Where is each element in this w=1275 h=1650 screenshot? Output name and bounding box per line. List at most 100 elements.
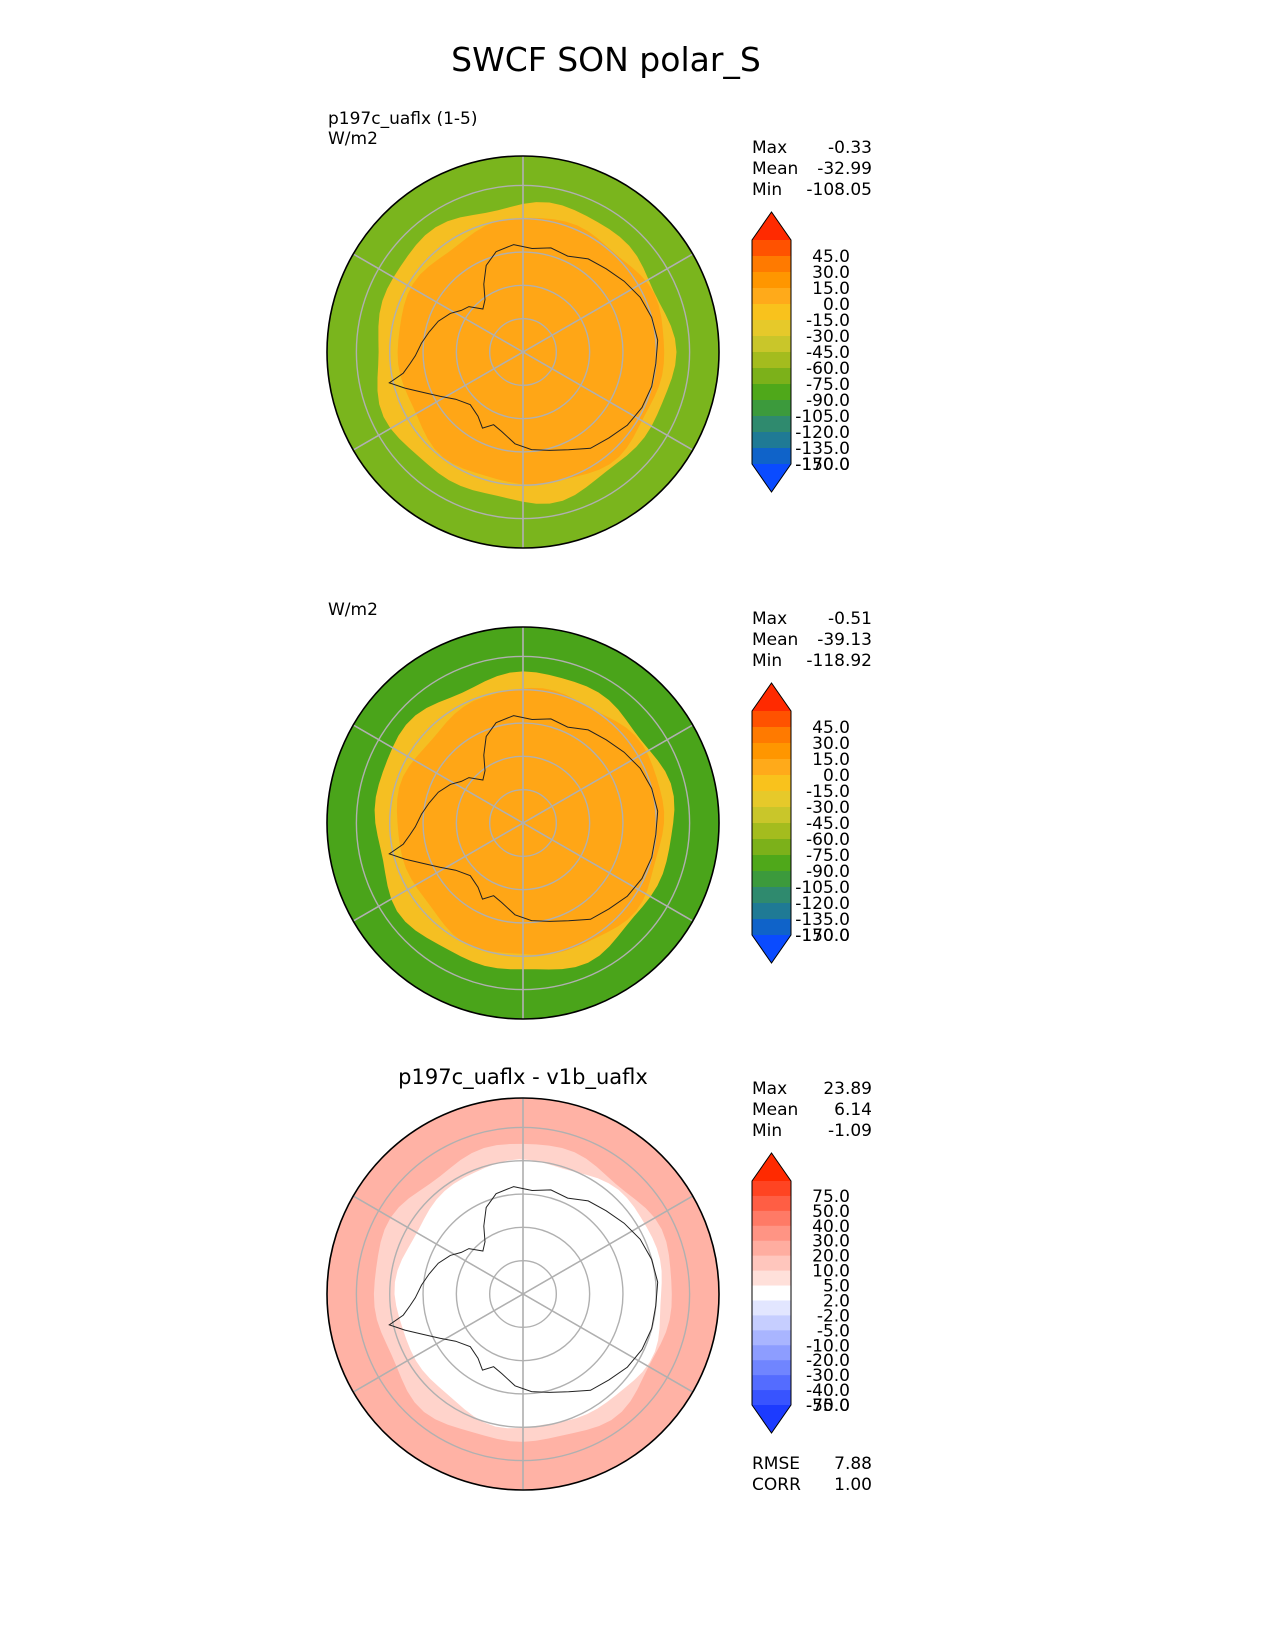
colorbar-segment: [752, 887, 791, 904]
colorbar-tick-label: -45.0: [806, 814, 850, 834]
longitude-line: [352, 253, 694, 451]
stat-label: Min: [752, 180, 782, 200]
colorbar-segment: [752, 1255, 791, 1272]
colorbar-segment: [752, 384, 791, 401]
stat-value: -0.51: [828, 609, 872, 629]
colorbar-tick-label: -170.0: [795, 455, 850, 475]
colorbar-tick-label: 30.0: [812, 734, 850, 754]
colorbar-tick-label: -120.0: [795, 894, 850, 914]
colorbar-extend-top: [752, 212, 791, 240]
stat-label: Min: [752, 1121, 782, 1141]
colorbar-tick-label: -150.0: [795, 455, 850, 475]
stat-value: -0.33: [828, 138, 872, 158]
map-border: [326, 1097, 720, 1491]
stat-label: Mean: [752, 159, 798, 179]
colorbar-tick-label: -10.0: [806, 1336, 850, 1356]
colorbar-tick-label: 5.0: [823, 1277, 850, 1297]
colorbar-tick-label: -135.0: [795, 439, 850, 459]
colorbar-segment: [752, 1330, 791, 1346]
map-border: [326, 155, 720, 549]
colorbar-tick-label: -150.0: [795, 926, 850, 946]
panel-2: W/m2 Max -0.51 Mean -39.13 Min -118.92 45.030.0…: [326, 600, 872, 1020]
colorbar-segment: [752, 304, 791, 321]
extra-stat-value: 1.00: [834, 1475, 872, 1495]
colorbar-tick-label: -15.0: [806, 782, 850, 802]
colorbar-segment: [752, 256, 791, 273]
colorbar-segment: [752, 1181, 791, 1197]
stat-label: Mean: [752, 630, 798, 650]
colorbar-tick-label: 15.0: [812, 750, 850, 770]
colorbar-segment: [752, 743, 791, 760]
colorbar-tick-label: -30.0: [806, 1366, 850, 1386]
polar-map: [327, 1098, 719, 1490]
colorbar-tick-label: 40.0: [812, 1217, 850, 1237]
colorbar-segment: [752, 1300, 791, 1316]
stat-value: -32.99: [817, 159, 872, 179]
colorbar-segment: [752, 775, 791, 792]
colorbar-segment: [752, 759, 791, 776]
page-title: SWCF SON polar_S: [451, 40, 761, 79]
colorbar-tick-label: -20.0: [806, 1351, 850, 1371]
colorbar-tick-label: 0.0: [823, 766, 850, 786]
colorbar-tick-label: -90.0: [806, 391, 850, 411]
stat-label: Min: [752, 651, 782, 671]
colorbar-outline: [751, 211, 792, 493]
coastline: [388, 1186, 659, 1393]
colorbar-tick-label: -15.0: [806, 311, 850, 331]
extra-stat-label: RMSE: [752, 1454, 800, 1474]
colorbar-segment: [752, 791, 791, 808]
colorbar-tick-label: -75.0: [806, 1396, 850, 1416]
panel-units: W/m2: [328, 129, 378, 149]
polar-map: [327, 627, 719, 1019]
colorbar-segment: [752, 1375, 791, 1391]
colorbar-segment: [752, 1195, 791, 1212]
colorbar-extend-bottom: [752, 935, 791, 963]
coastline: [388, 715, 659, 922]
colorbar-tick-label: 2.0: [823, 1291, 850, 1311]
colorbar-segment: [752, 871, 791, 888]
field-inner: [396, 687, 665, 955]
colorbar-segment: [752, 807, 791, 824]
colorbar-segment: [752, 352, 791, 369]
stat-label: Max: [752, 609, 787, 629]
colorbar-tick-label: -170.0: [795, 926, 850, 946]
colorbar-tick-label: -45.0: [806, 343, 850, 363]
colorbar-extend-top: [752, 683, 791, 711]
colorbar-tick-label: 30.0: [812, 263, 850, 283]
colorbar-segment: [752, 448, 791, 465]
colorbar-tick-label: 0.0: [823, 295, 850, 315]
colorbar-segment: [752, 855, 791, 872]
colorbar-segment: [752, 1225, 791, 1242]
colorbar-tick-label: -60.0: [806, 830, 850, 850]
colorbar-segment: [752, 1345, 791, 1361]
panel-1: p197c_uaflx (1-5)W/m2 Max -0.33 Mean -32.99 M…: [326, 109, 872, 549]
colorbar-segment: [752, 1390, 791, 1406]
stat-label: Max: [752, 1079, 787, 1099]
colorbar-segment: [752, 711, 791, 728]
extra-stat-label: CORR: [752, 1475, 801, 1495]
colorbar-segment: [752, 416, 791, 433]
stat-value: 23.89: [823, 1079, 872, 1099]
colorbar-segment: [752, 432, 791, 449]
colorbar-tick-label: -30.0: [806, 798, 850, 818]
map-border: [326, 626, 720, 1020]
colorbar-tick-label: -40.0: [806, 1381, 850, 1401]
stat-label: Max: [752, 138, 787, 158]
colorbar-segment: [752, 1240, 791, 1257]
colorbar-segment: [752, 727, 791, 744]
colorbar-tick-label: 20.0: [812, 1247, 850, 1267]
stat-value: -118.92: [806, 651, 872, 671]
colorbar-segment: [752, 903, 791, 920]
colorbar-outline: [751, 1152, 792, 1434]
colorbar-segment: [752, 1210, 791, 1227]
panel-subtitle: p197c_uaflx (1-5): [328, 109, 477, 129]
colorbar-segment: [752, 919, 791, 936]
coastline: [388, 244, 659, 451]
colorbar-tick-label: 45.0: [812, 718, 850, 738]
stat-label: Mean: [752, 1100, 798, 1120]
colorbar-segment: [752, 1270, 791, 1287]
colorbar-segment: [752, 320, 791, 337]
colorbar-extend-bottom: [752, 464, 791, 492]
longitude-line: [352, 1195, 694, 1393]
